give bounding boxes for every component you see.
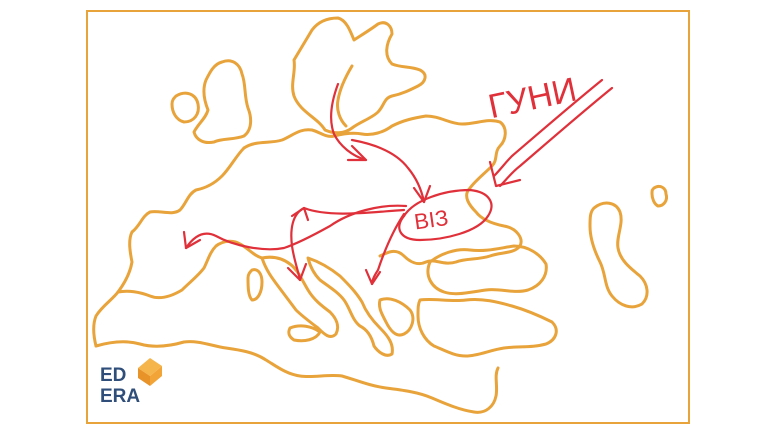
migration-arrows	[182, 78, 614, 286]
edera-logo: ED ERA	[100, 354, 180, 414]
logo-text-ed: ED	[100, 365, 127, 386]
italy-coast	[260, 255, 340, 338]
byzantium-circle	[398, 188, 493, 242]
whiteboard-border	[86, 10, 690, 424]
sicily-coast	[287, 324, 322, 343]
huns-arrowhead	[488, 160, 522, 188]
aral-coast	[650, 184, 668, 208]
corsica-coast	[246, 268, 264, 302]
iberia-south-coast	[116, 239, 264, 300]
arrowhead-balkans	[364, 268, 382, 286]
arrowhead-italy	[286, 262, 308, 282]
ireland-coast	[170, 91, 200, 124]
scandinavia-coast	[291, 16, 427, 135]
byzantium-label: ВІЗ	[413, 205, 450, 234]
north-africa-coast	[94, 340, 500, 414]
huns-arrow-line1	[492, 78, 604, 178]
black-sea-coast	[426, 244, 548, 296]
anatolia-coast	[416, 297, 558, 358]
balkans-coast	[306, 256, 394, 357]
edera-mark-icon	[138, 358, 162, 386]
arrow-to-balkans	[370, 212, 406, 286]
baltic-coast	[336, 64, 354, 128]
huns-label: ГУНИ	[485, 71, 580, 127]
arrowhead-italy-top	[290, 206, 310, 222]
britain-coast	[192, 59, 253, 144]
coastlines	[92, 16, 668, 414]
arrow-to-italy	[290, 206, 406, 282]
europe-mainland-coast	[242, 114, 523, 266]
arrowhead-byzantium	[412, 184, 432, 204]
greece-coast	[378, 297, 415, 337]
arrow-goths-south	[329, 82, 368, 162]
arrowhead-gaul	[182, 230, 202, 250]
caspian-coast	[588, 201, 649, 309]
arrow-to-byzantium	[350, 138, 426, 204]
logo-text-era: ERA	[100, 386, 141, 407]
huns-arrow-line2	[498, 86, 614, 188]
arrowhead-goths	[346, 144, 368, 162]
france-iberia-coast	[92, 146, 246, 348]
